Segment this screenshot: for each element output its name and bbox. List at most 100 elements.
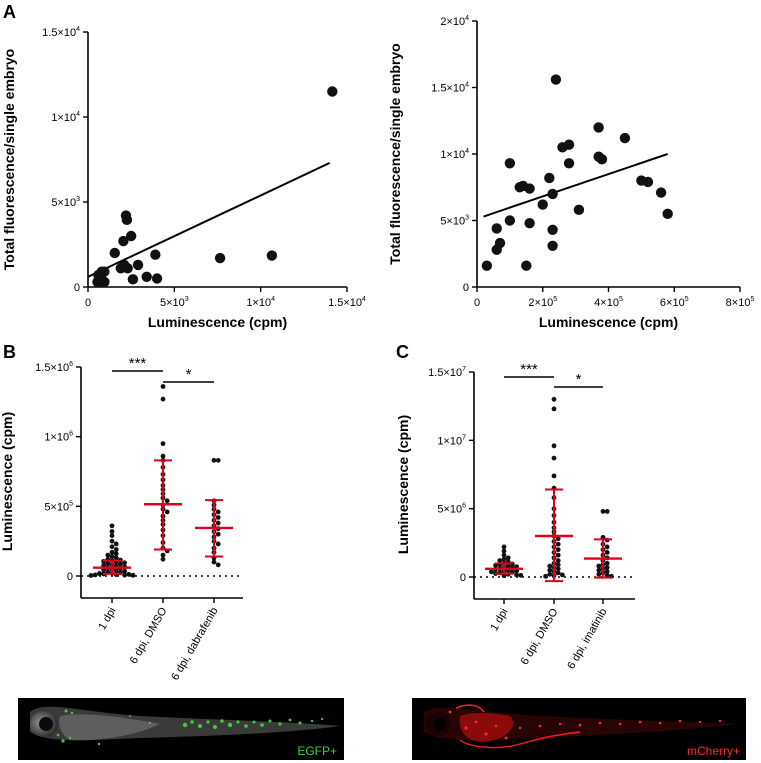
data-point — [150, 249, 161, 260]
y-tick-label: 5×103 — [440, 215, 469, 228]
data-point — [109, 533, 115, 538]
significance-label: *** — [520, 361, 538, 378]
data-point — [130, 572, 136, 578]
regression-line — [87, 161, 331, 278]
data-point — [113, 555, 119, 561]
y-tick-label: 0 — [463, 282, 469, 294]
data-point — [501, 552, 507, 558]
x-tick-label: 6×105 — [660, 296, 689, 309]
data-point — [109, 523, 115, 529]
egfp-label: EGFP+ — [297, 744, 337, 758]
x-category-label: 6 dpi, DMSO — [128, 605, 170, 666]
data-point — [604, 569, 610, 574]
x-tick-label: 1.5×104 — [328, 296, 366, 309]
data-point — [555, 541, 561, 547]
panel-label-c: C — [396, 342, 409, 362]
data-point — [555, 536, 561, 542]
data-point — [655, 187, 667, 198]
data-point — [619, 132, 631, 144]
dot-plot-c: 0 5×106 1×107 1.5×107 Luminescence (cpm) 1 dp… — [395, 361, 635, 671]
y-tick-label: 2×104 — [440, 15, 469, 28]
data-point — [105, 552, 111, 558]
y-tick-label: 5×106 — [437, 503, 466, 516]
data-point — [122, 560, 127, 566]
data-point — [125, 230, 137, 242]
data-point — [141, 271, 152, 282]
data-point — [550, 74, 562, 85]
data-point — [160, 441, 166, 447]
y-tick-label: 0 — [74, 282, 80, 294]
data-point — [596, 567, 602, 573]
data-point — [151, 273, 163, 284]
data-point — [547, 571, 553, 577]
data-point — [160, 384, 166, 389]
egfp-embryo-image: EGFP+ — [18, 698, 344, 760]
data-point — [560, 572, 565, 578]
data-point — [504, 158, 516, 169]
data-point — [214, 252, 226, 264]
data-point — [126, 571, 132, 577]
data-point — [505, 555, 511, 561]
panel-label-a: A — [3, 2, 16, 22]
data-point — [118, 235, 129, 247]
data-point — [518, 572, 524, 578]
data-point — [211, 457, 217, 463]
data-point — [132, 259, 144, 271]
data-point — [164, 498, 170, 504]
data-point — [215, 509, 221, 515]
y-tick-label: 1×106 — [44, 431, 73, 444]
data-point — [481, 260, 493, 271]
significance-label: * — [186, 366, 192, 383]
data-point — [489, 569, 494, 575]
y-tick-label: 1.5×106 — [35, 361, 73, 374]
x-tick-label: 0 — [85, 297, 91, 309]
y-tick-label: 1.5×107 — [428, 366, 466, 379]
data-point — [555, 566, 561, 572]
data-point — [113, 541, 119, 547]
y-axis-label: Total fluorescence/single embryo — [387, 43, 403, 264]
data-point — [215, 531, 221, 537]
significance-label: * — [576, 371, 582, 388]
data-point — [524, 183, 535, 194]
x-category-label: 1 dpi — [96, 606, 118, 633]
x-tick-label: 2×105 — [528, 296, 557, 309]
data-point — [604, 544, 610, 550]
data-point — [555, 558, 561, 563]
data-point — [215, 520, 221, 526]
y-axis-label: Luminescence (cpm) — [0, 412, 15, 551]
panel-label-b: B — [3, 342, 16, 362]
y-tick-label: 0 — [460, 572, 466, 584]
data-point — [215, 515, 221, 520]
data-point — [160, 396, 166, 402]
data-point — [160, 453, 166, 459]
data-point — [122, 568, 127, 574]
data-point — [555, 552, 561, 558]
data-point — [604, 509, 610, 514]
y-tick-label: 0 — [67, 571, 73, 583]
data-point — [113, 568, 119, 573]
data-point — [97, 571, 102, 576]
data-point — [573, 204, 585, 216]
data-point — [555, 547, 561, 553]
x-category-label: 6 dpi, imatinib — [565, 607, 609, 672]
data-point — [215, 457, 221, 463]
data-point — [211, 559, 217, 565]
y-tick-label: 1.5×104 — [431, 82, 469, 95]
data-point — [604, 565, 610, 570]
data-point — [544, 172, 555, 184]
data-point — [109, 554, 115, 559]
y-tick-label: 5×105 — [44, 500, 73, 513]
x-axis-label: Luminescence (cpm) — [148, 314, 287, 330]
data-point — [642, 176, 654, 188]
data-point — [547, 563, 553, 569]
y-axis-label: Luminescence (cpm) — [395, 415, 411, 554]
data-point — [99, 276, 110, 288]
mcherry-label: mCherry+ — [687, 744, 740, 758]
data-point — [604, 560, 610, 566]
data-point — [215, 562, 221, 568]
data-point — [105, 561, 111, 566]
data-point — [121, 214, 133, 226]
x-tick-label: 0 — [474, 297, 480, 309]
data-point — [524, 217, 535, 229]
y-tick-label: 5×103 — [51, 196, 80, 209]
